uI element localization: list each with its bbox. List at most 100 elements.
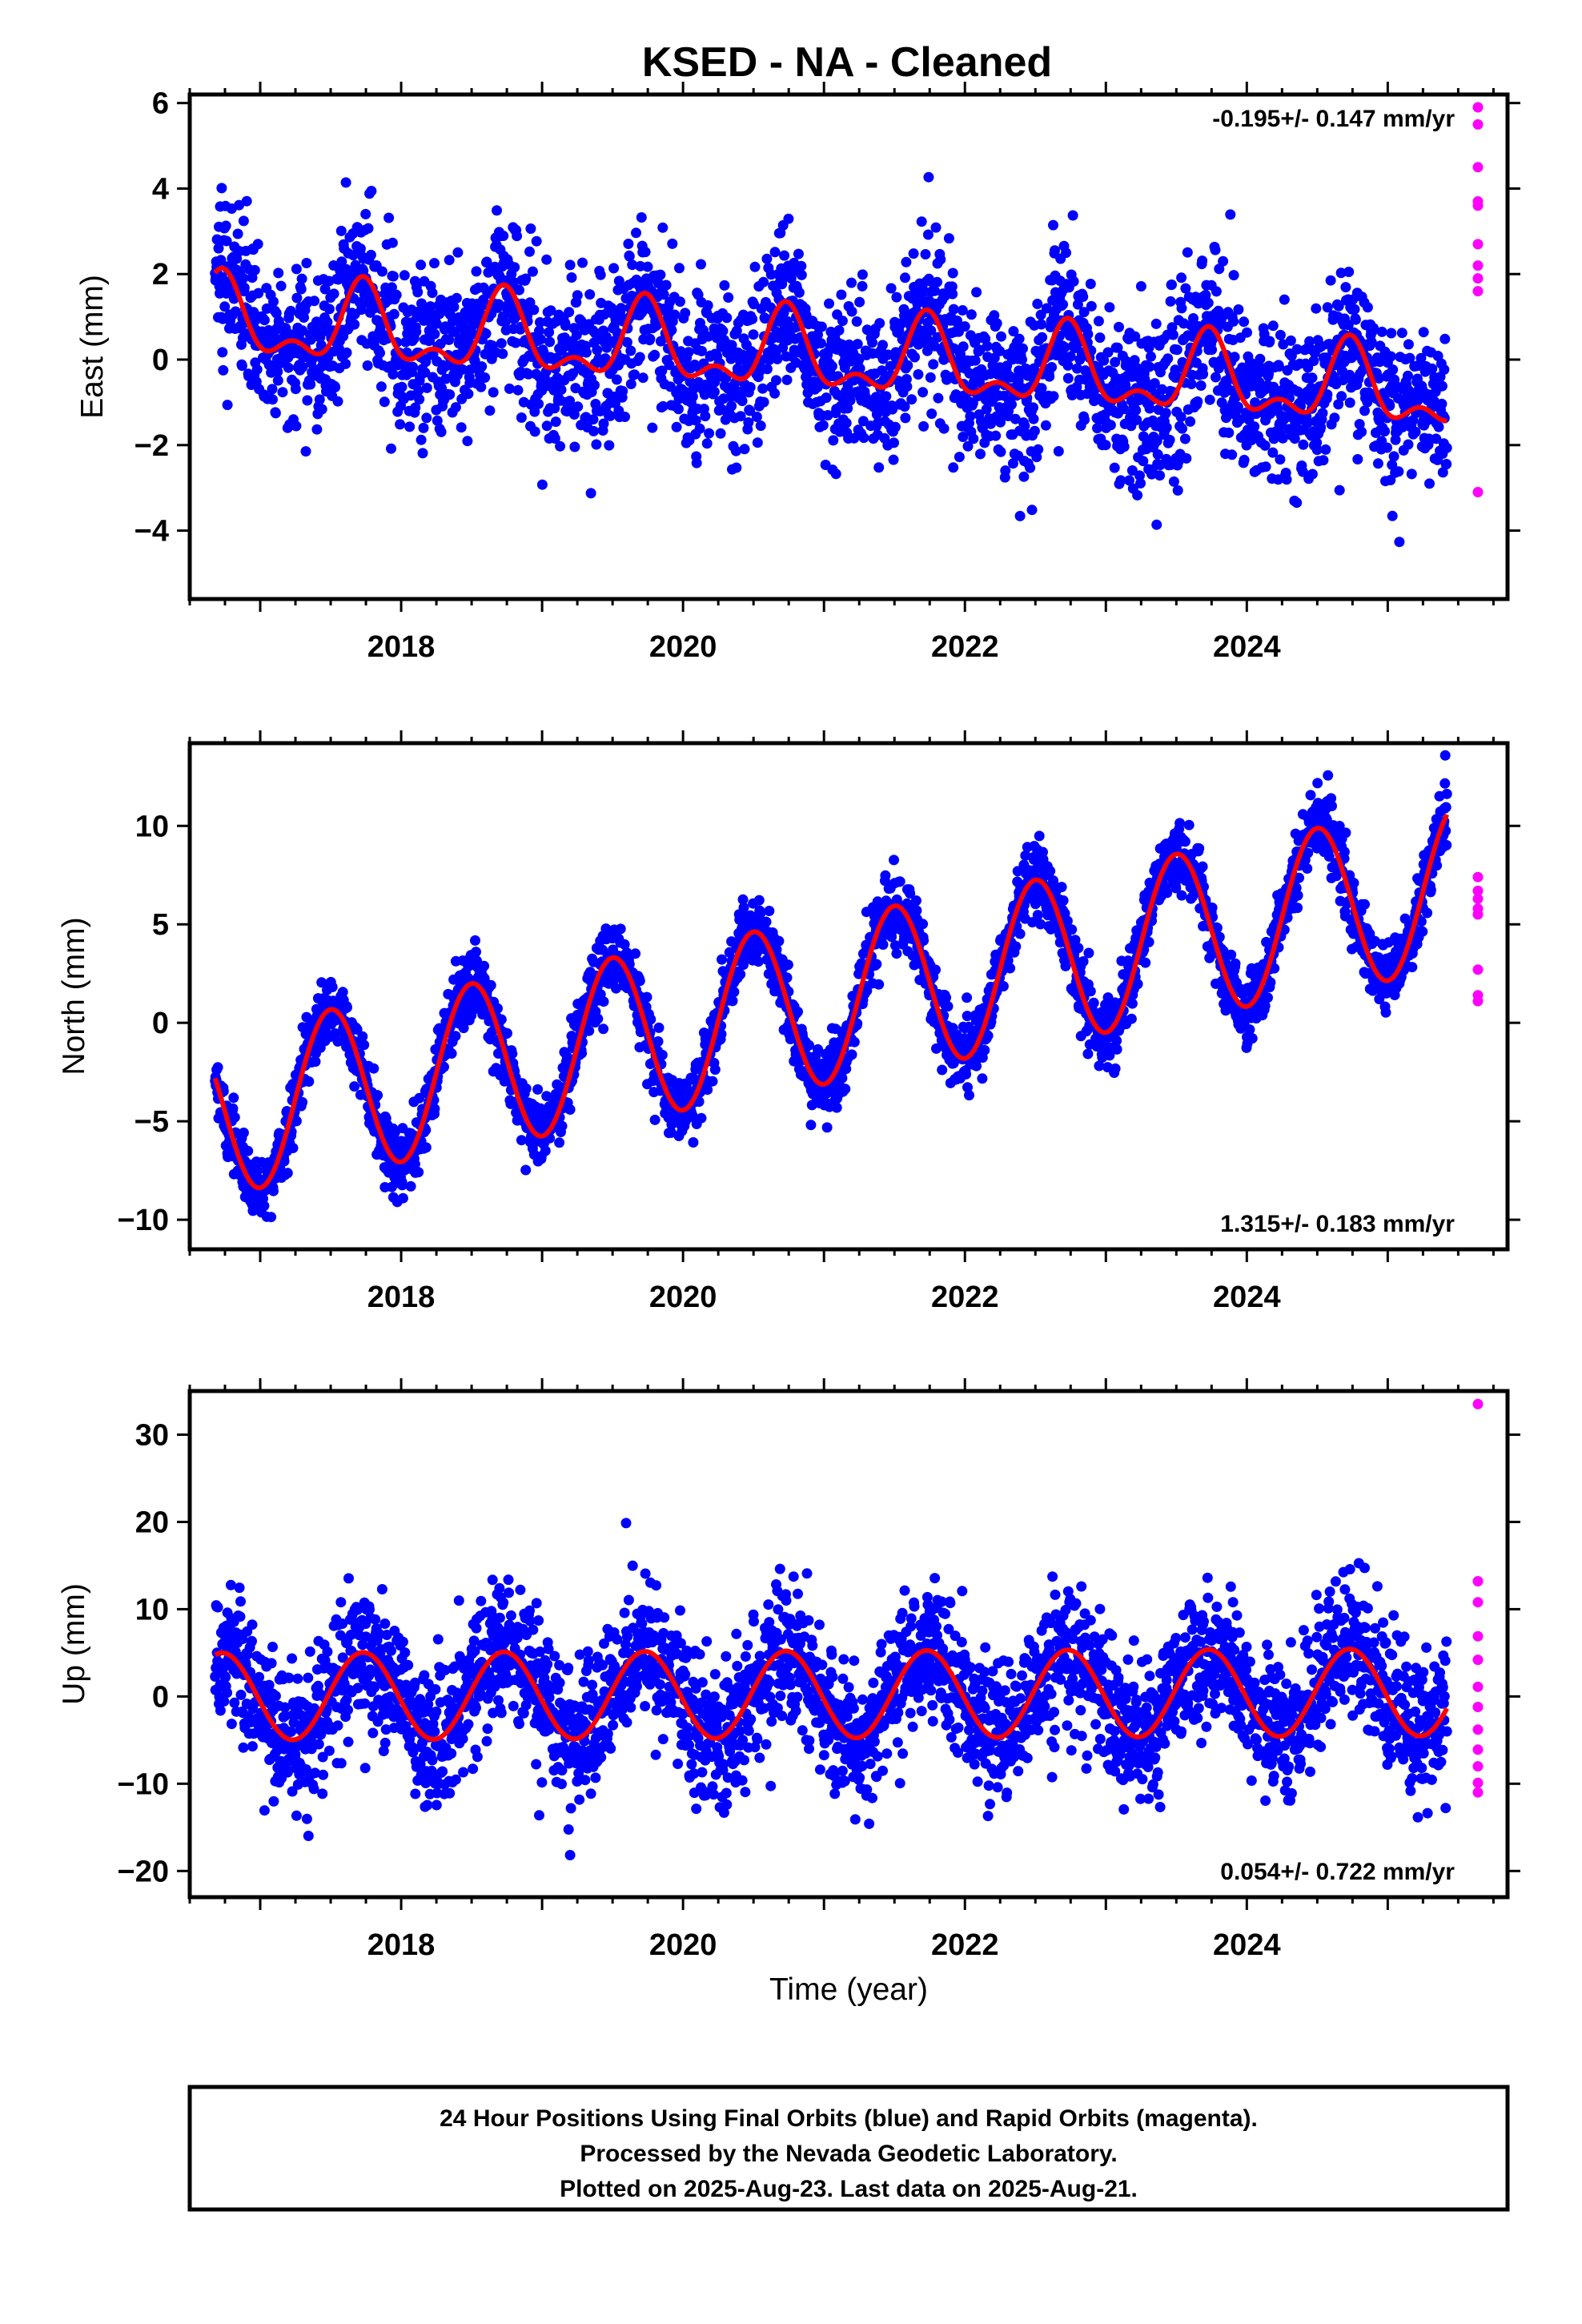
point — [360, 208, 371, 219]
point — [877, 939, 889, 950]
x-tick-label: 2022 — [931, 630, 999, 664]
point — [674, 263, 685, 274]
point — [1078, 307, 1090, 318]
point — [1041, 303, 1052, 314]
point — [709, 1064, 721, 1076]
point — [251, 364, 263, 375]
point — [889, 854, 899, 866]
point — [1114, 321, 1124, 332]
point — [871, 959, 882, 970]
point — [387, 368, 399, 380]
point — [1172, 485, 1183, 496]
point — [745, 382, 756, 392]
point — [500, 316, 511, 328]
point — [283, 362, 294, 373]
rapid-point — [1472, 487, 1484, 497]
point — [717, 325, 729, 336]
point — [564, 1104, 576, 1115]
point — [1160, 408, 1171, 419]
point — [1167, 329, 1178, 340]
point — [989, 310, 1000, 321]
point — [1175, 412, 1186, 423]
point — [805, 1120, 817, 1131]
point — [1094, 332, 1106, 344]
point — [938, 423, 950, 434]
point — [1281, 474, 1292, 485]
point — [520, 273, 532, 284]
point — [277, 387, 288, 398]
point — [959, 321, 970, 332]
point — [1018, 471, 1030, 482]
point — [1065, 351, 1076, 362]
point — [239, 282, 250, 293]
point — [1311, 444, 1323, 456]
point — [410, 402, 421, 413]
point — [1157, 384, 1167, 395]
point — [420, 367, 431, 378]
point — [1179, 433, 1191, 444]
y-tick-label: −2 — [135, 429, 169, 463]
point — [758, 276, 769, 287]
point — [1437, 467, 1448, 478]
point — [831, 1102, 842, 1113]
point — [1171, 344, 1182, 356]
point — [1239, 454, 1250, 465]
point — [816, 321, 827, 332]
point — [1384, 400, 1395, 412]
point — [529, 406, 540, 417]
point — [1200, 289, 1211, 300]
point — [793, 1006, 803, 1017]
point — [1227, 449, 1238, 460]
point — [649, 1114, 661, 1125]
point — [1329, 412, 1340, 424]
point — [444, 334, 455, 345]
point — [1289, 433, 1300, 444]
point — [656, 1049, 668, 1060]
point — [1195, 380, 1207, 391]
point — [446, 1048, 457, 1059]
point — [1131, 363, 1142, 373]
point — [332, 396, 343, 407]
point — [854, 363, 865, 374]
point — [877, 340, 888, 351]
point — [556, 384, 567, 396]
point — [219, 301, 231, 312]
point — [502, 1027, 512, 1039]
point — [1379, 426, 1391, 436]
point — [627, 259, 638, 271]
point — [337, 987, 348, 998]
point — [774, 316, 785, 327]
point — [947, 288, 958, 300]
point — [764, 906, 775, 916]
point — [282, 1168, 293, 1179]
point — [1308, 356, 1319, 367]
point — [1162, 353, 1174, 364]
point — [1104, 302, 1115, 313]
point — [1366, 336, 1377, 348]
point — [525, 223, 536, 234]
point — [451, 292, 462, 304]
point — [751, 412, 762, 422]
point — [544, 327, 555, 338]
point — [991, 318, 1002, 329]
point — [1166, 279, 1177, 290]
point — [375, 348, 385, 359]
point — [1396, 328, 1407, 339]
point — [439, 1061, 449, 1072]
point — [1110, 356, 1121, 368]
point — [995, 446, 1006, 457]
point — [340, 177, 351, 188]
point — [867, 337, 877, 348]
point — [1275, 454, 1286, 465]
point — [629, 369, 640, 380]
point — [418, 422, 429, 433]
point — [854, 296, 865, 308]
point — [634, 352, 645, 363]
point — [229, 1112, 240, 1123]
point — [450, 402, 461, 413]
point — [1349, 304, 1360, 315]
point — [1382, 442, 1392, 453]
point — [653, 1022, 665, 1033]
point — [484, 405, 496, 416]
point — [694, 423, 705, 434]
